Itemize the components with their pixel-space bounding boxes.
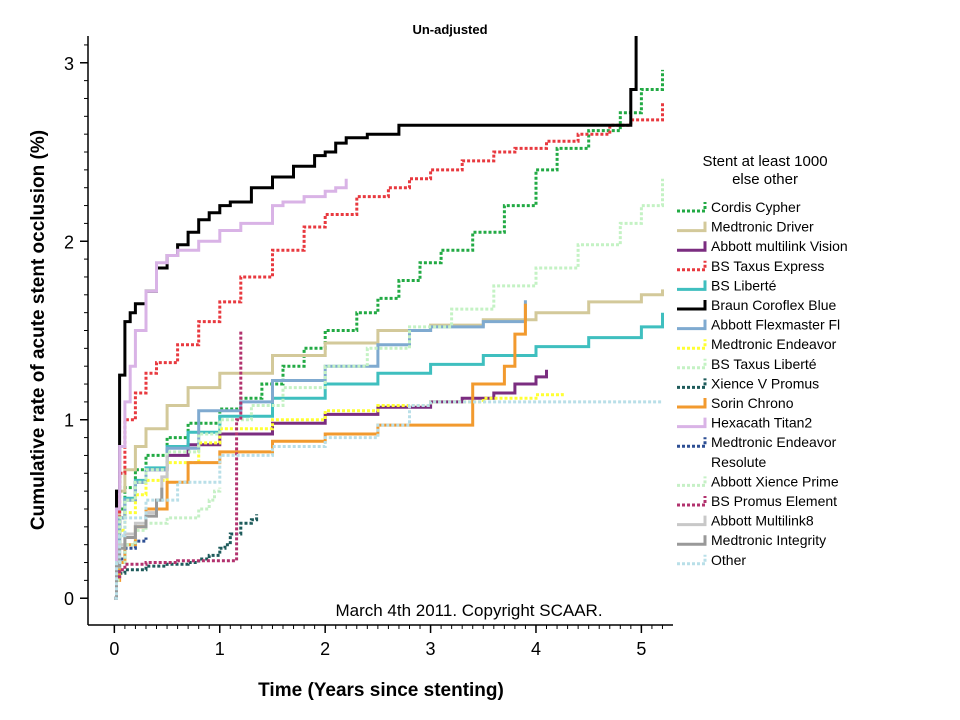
legend-swatch-abbott-multilink8	[677, 515, 707, 527]
legend-label: Hexacath Titan2	[711, 415, 812, 431]
x-tick-label: 4	[531, 639, 541, 659]
x-tick-label: 3	[426, 639, 436, 659]
legend-swatch-hexacath-titan2	[677, 417, 707, 429]
series-line-abbott-flexmaster-fl	[114, 300, 527, 600]
legend-label: Braun Coroflex Blue	[711, 297, 837, 313]
legend-label: Abbott Multilink8	[711, 513, 814, 529]
legend-label: Medtronic Endeavor	[711, 434, 837, 450]
legend-swatch-bs-taxus-express	[677, 260, 707, 272]
legend-label: Xience V Promus	[711, 375, 819, 391]
x-tick-label: 1	[215, 639, 225, 659]
x-ticks: 0 1 2 3 4 5	[109, 625, 663, 659]
legend-swatch-cordis-cypher	[677, 202, 707, 213]
series-line-other	[114, 400, 663, 600]
series-line-hexacath-titan2	[114, 178, 348, 600]
legend-label: Abbott multilink Vision	[711, 238, 848, 254]
legend-swatch-bs-liberte	[677, 280, 707, 291]
legend-label: Cordis Cypher	[711, 199, 801, 215]
legend-swatch-bs-taxus-liberte	[677, 358, 707, 370]
legend-label: BS Promus Element	[711, 493, 837, 509]
x-axis-title: Time (Years since stenting)	[258, 680, 504, 701]
legend-label: Medtronic Endeavor	[711, 336, 837, 352]
series-group	[114, 36, 664, 600]
legend-swatch-bs-promus-element	[677, 496, 707, 507]
series-line-bs-taxus-liberte	[114, 178, 664, 600]
x-tick-label: 0	[109, 639, 119, 659]
y-axis-title: Cumulative rate of acute stent occlusion…	[28, 130, 49, 530]
legend-label: BS Taxus Liberté	[711, 356, 817, 372]
legend-swatch-xience-v-promus	[677, 378, 707, 389]
legend-swatch-medtronic-integrity	[677, 535, 707, 546]
x-tick-label: 2	[320, 639, 330, 659]
y-tick-label: 0	[64, 589, 74, 609]
y-tick-label: 1	[64, 411, 74, 431]
series-line-medtronic-endeavor	[114, 391, 564, 600]
series-line-braun-coroflex-blue	[114, 36, 638, 600]
series-line-bs-taxus-express	[114, 102, 664, 600]
legend-swatch-sorin-chrono	[677, 398, 707, 409]
legend-title-line-2: else other	[732, 171, 798, 188]
x-tick-label: 5	[636, 639, 646, 659]
series-line-medtronic-driver	[114, 289, 664, 600]
legend-swatch-abbott-multilink-vision	[677, 241, 707, 252]
legend-swatch-other	[677, 554, 707, 566]
legend-swatch-braun-coroflex-blue	[677, 300, 707, 311]
y-tick-label: 2	[64, 232, 74, 252]
series-line-bs-promus-element	[114, 330, 243, 600]
legend-label: BS Liberté	[711, 277, 777, 293]
series-line-bs-liberte	[114, 312, 664, 600]
legend-swatch-medtronic-driver	[677, 221, 707, 233]
legend-swatch-abbott-flexmaster-fl	[677, 319, 707, 331]
legend-label: Medtronic Driver	[711, 219, 814, 235]
legend-label: Other	[711, 552, 746, 568]
legend-label: Sorin Chrono	[711, 395, 794, 411]
y-tick-label: 3	[64, 54, 74, 74]
legend-label: Abbott Flexmaster Fl	[711, 317, 840, 333]
legend-label: BS Taxus Express	[711, 258, 824, 274]
series-line-cordis-cypher	[114, 69, 664, 600]
chart-title: Un-adjusted	[412, 22, 487, 37]
legend-swatch-medtronic-endeavor-resolute	[677, 437, 707, 448]
legend: Stent at least 1000 else other Cordis Cy…	[677, 153, 848, 568]
series-line-medtronic-endeavor-resolute	[114, 537, 148, 600]
legend-swatch-abbott-xience-prime	[677, 476, 707, 487]
legend-label: Resolute	[711, 454, 766, 470]
legend-items: Cordis Cypher Medtronic Driver Abbott mult…	[677, 199, 848, 568]
copyright-note: March 4th 2011. Copyright SCAAR.	[335, 601, 602, 620]
y-ticks: 0 1 2 3	[64, 44, 88, 609]
legend-title-line-1: Stent at least 1000	[702, 153, 827, 170]
legend-label: Abbott Xience Prime	[711, 473, 839, 489]
series-line-medtronic-integrity	[114, 487, 164, 600]
legend-swatch-medtronic-endeavor	[677, 339, 707, 350]
legend-label: Medtronic Integrity	[711, 532, 826, 548]
